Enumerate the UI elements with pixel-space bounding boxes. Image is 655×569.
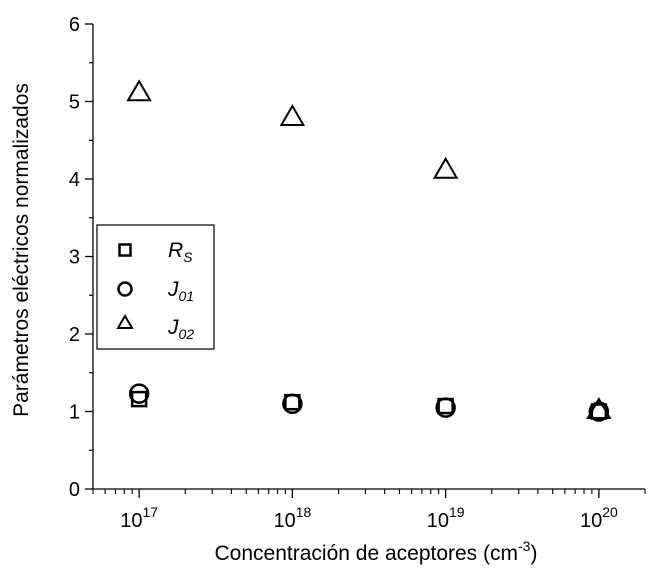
point-j02 (126, 79, 152, 102)
legend-label-rs: RS (168, 239, 193, 265)
x-axis-title: Concentración de aceptores (cm-3) (215, 538, 538, 565)
y-tick-label: 6 (69, 14, 80, 36)
point-j02 (432, 156, 459, 179)
legend-item-j01: J01 (117, 278, 194, 304)
y-tick-label: 2 (69, 324, 80, 346)
y-tick-label: 1 (69, 402, 80, 424)
y-tick-label: 3 (69, 247, 80, 269)
data-marks (126, 79, 612, 422)
y-tick-label: 0 (69, 479, 80, 501)
legend: RS J01 J02 (96, 224, 215, 350)
ticks: 0 1 2 3 4 5 6 1017 1018 1019 1020 (69, 14, 646, 532)
point-j01 (588, 401, 610, 422)
point-rs (130, 390, 148, 408)
legend-label-j02: J02 (167, 316, 194, 342)
point-j01 (128, 383, 150, 404)
point-j02 (279, 104, 306, 126)
point-j01 (435, 397, 456, 418)
legend-box (96, 224, 215, 350)
x-tick-label: 1019 (427, 504, 465, 532)
legend-circle-marker (117, 281, 133, 297)
y-axis-title: Parámetros eléctricos normalizados (10, 83, 33, 417)
x-tick-label: 1018 (273, 504, 311, 532)
y-tick-label: 4 (69, 169, 80, 191)
point-j01 (282, 393, 303, 414)
point-j02 (586, 396, 612, 419)
x-tick-label: 1017 (120, 504, 158, 532)
y-tick-label: 5 (69, 92, 80, 114)
legend-triangle-marker (116, 314, 134, 329)
legend-item-rs: RS (118, 239, 193, 265)
legend-label-j01: J01 (167, 278, 194, 304)
legend-item-j02: J02 (116, 314, 194, 342)
legend-square-marker (118, 243, 132, 257)
x-tick-label: 1020 (580, 504, 618, 532)
